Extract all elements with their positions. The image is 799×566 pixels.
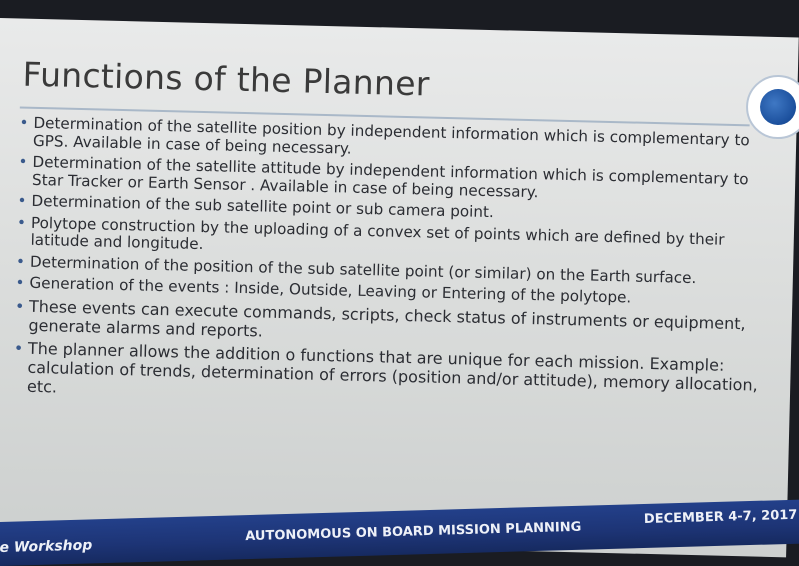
bullet-icon: • <box>13 337 24 358</box>
projected-slide: Functions of the Planner • Determination … <box>0 18 799 558</box>
bullet-icon: • <box>15 273 25 292</box>
bullet-icon: • <box>18 152 28 171</box>
bullet-text: Determination of the satellite position … <box>32 113 750 158</box>
footer-date: DECEMBER 4-7, 2017 <box>643 507 798 527</box>
bullet-icon: • <box>14 295 25 316</box>
bullet-icon: • <box>15 251 26 271</box>
globe-icon <box>759 88 797 126</box>
bullet-icon: • <box>19 113 29 132</box>
slide-title: Functions of the Planner <box>22 54 431 104</box>
bullet-list: • Determination of the satellite position… <box>9 114 786 417</box>
bullet-icon: • <box>16 212 27 232</box>
footer-talk-title: AUTONOMOUS ON BOARD MISSION PLANNING <box>245 519 582 545</box>
bullet-icon: • <box>17 191 27 210</box>
organization-logo <box>745 74 799 140</box>
footer-event-name: e Workshop <box>0 537 93 557</box>
